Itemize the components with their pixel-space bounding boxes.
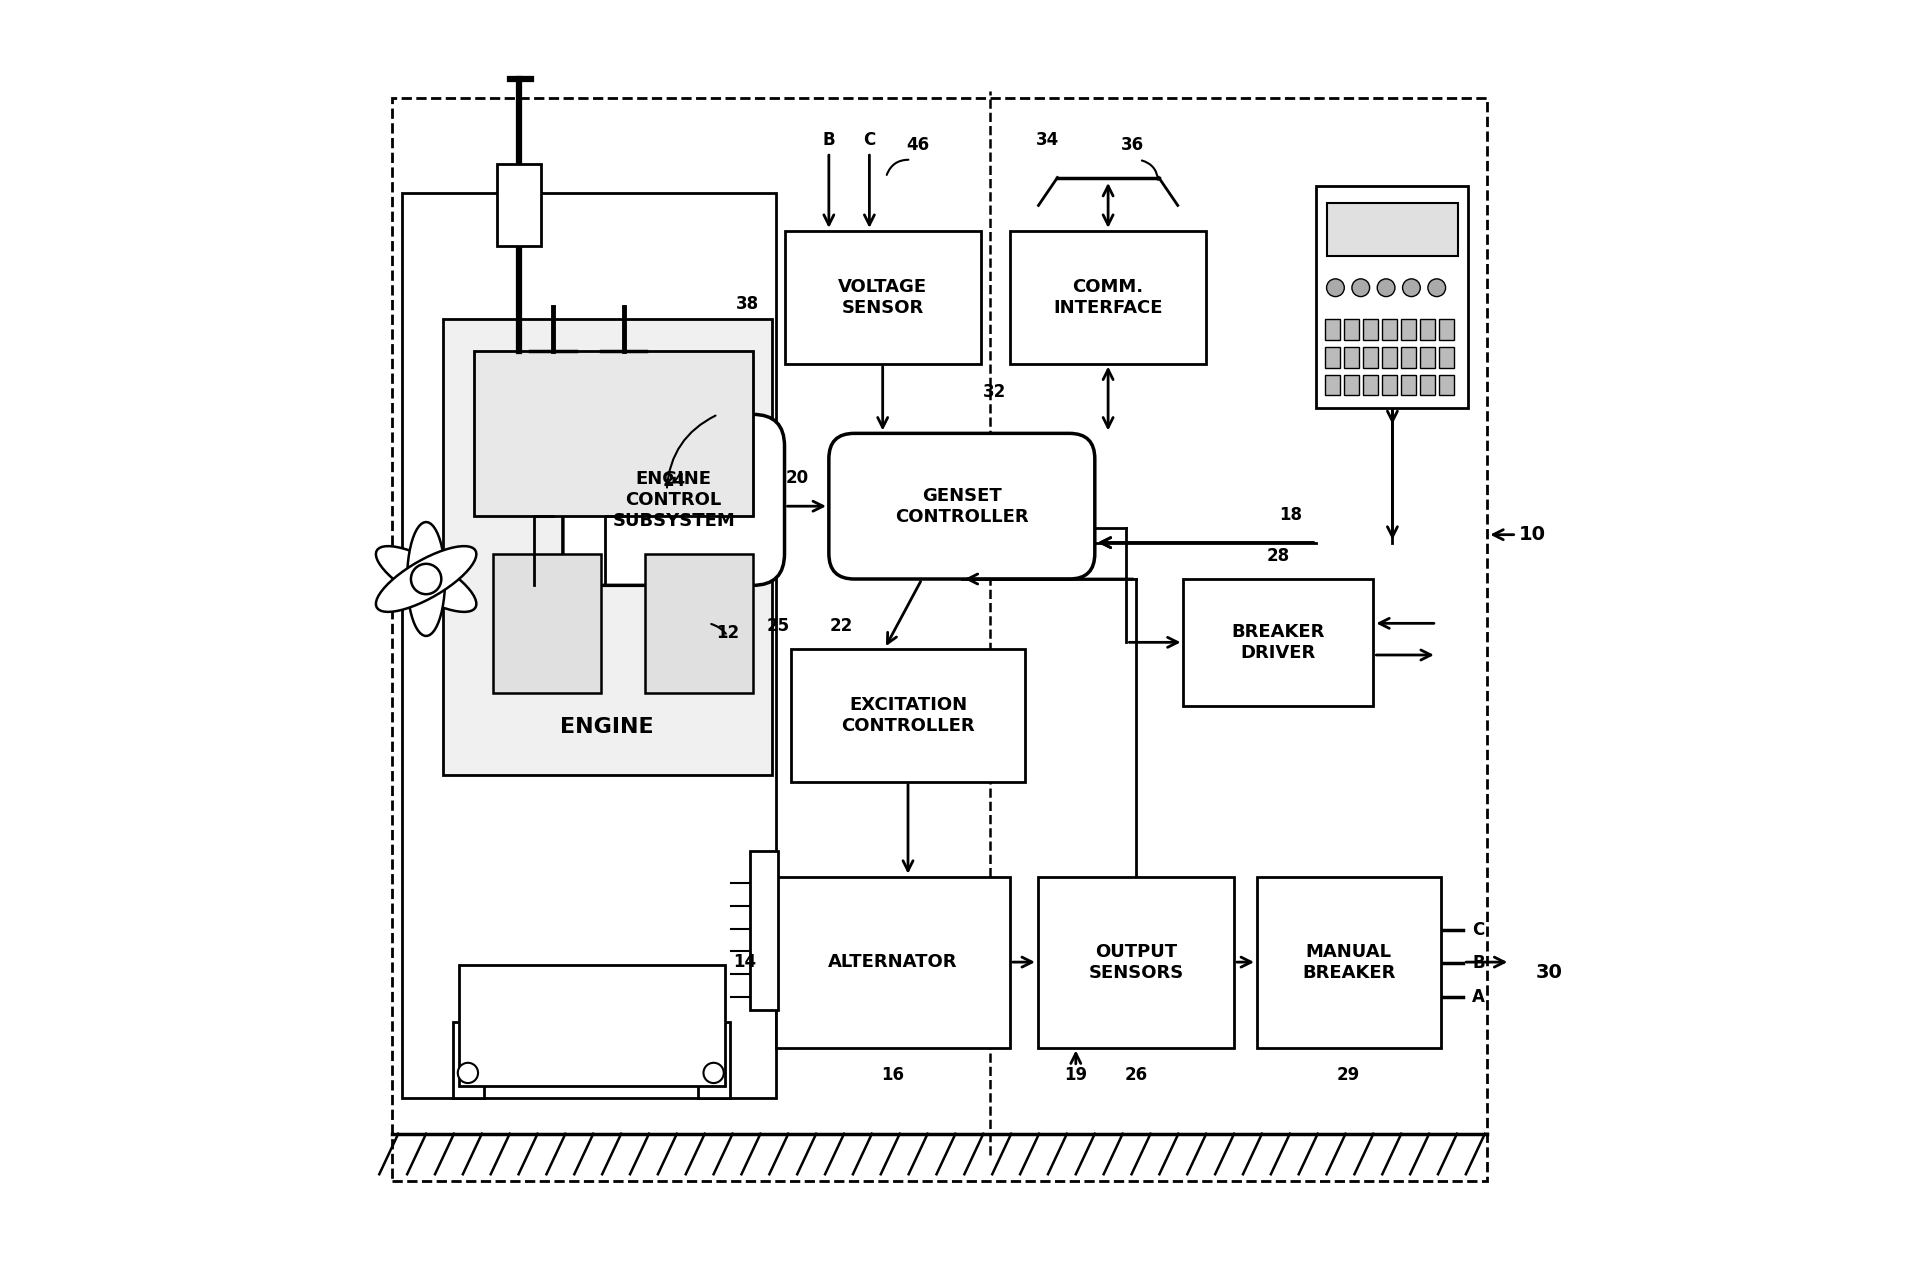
Text: 16: 16 <box>881 1066 904 1085</box>
Bar <box>1257 876 1441 1048</box>
Circle shape <box>703 1063 724 1082</box>
Bar <box>791 649 1024 781</box>
Text: 25: 25 <box>766 617 789 635</box>
Text: 10: 10 <box>1519 525 1546 544</box>
Text: COMM.
INTERFACE: COMM. INTERFACE <box>1053 277 1164 317</box>
Bar <box>1439 375 1454 396</box>
Bar <box>698 1023 730 1098</box>
Text: GENSET
CONTROLLER: GENSET CONTROLLER <box>894 487 1028 525</box>
Text: ENGINE: ENGINE <box>560 717 654 738</box>
Text: C: C <box>864 131 875 149</box>
Text: 20: 20 <box>785 469 808 487</box>
Bar <box>497 164 541 245</box>
Bar <box>1343 375 1359 396</box>
Circle shape <box>1428 279 1445 296</box>
Text: 22: 22 <box>829 617 852 635</box>
Bar <box>1326 375 1340 396</box>
Bar <box>1363 347 1378 368</box>
Bar <box>1439 347 1454 368</box>
Bar <box>1363 375 1378 396</box>
Text: B: B <box>822 131 835 149</box>
Bar <box>1382 319 1397 340</box>
Text: OUTPUT
SENSORS: OUTPUT SENSORS <box>1089 943 1183 982</box>
Text: 12: 12 <box>717 625 740 642</box>
Bar <box>1343 347 1359 368</box>
Bar <box>1183 579 1374 706</box>
Text: 14: 14 <box>734 953 757 971</box>
Bar <box>785 230 980 364</box>
Text: B: B <box>1471 954 1485 972</box>
Circle shape <box>411 563 441 594</box>
Bar <box>1363 319 1378 340</box>
Bar <box>646 553 753 693</box>
Bar <box>1382 375 1397 396</box>
Text: 26: 26 <box>1124 1066 1147 1085</box>
Bar <box>474 351 753 515</box>
Text: VOLTAGE
SENSOR: VOLTAGE SENSOR <box>839 277 927 317</box>
Text: 19: 19 <box>1064 1066 1087 1085</box>
Bar <box>1401 375 1416 396</box>
Text: 46: 46 <box>906 136 929 154</box>
Text: ALTERNATOR: ALTERNATOR <box>827 953 957 971</box>
Text: 28: 28 <box>1267 547 1290 565</box>
Circle shape <box>1403 279 1420 296</box>
Bar <box>1420 347 1435 368</box>
Text: 30: 30 <box>1536 963 1563 982</box>
Text: MANUAL
BREAKER: MANUAL BREAKER <box>1301 943 1395 982</box>
Text: 34: 34 <box>1036 131 1059 149</box>
Circle shape <box>459 1063 478 1082</box>
Bar <box>443 319 772 776</box>
Bar <box>1009 230 1206 364</box>
Bar <box>401 193 776 1098</box>
Circle shape <box>1351 279 1370 296</box>
Bar <box>1439 319 1454 340</box>
Bar <box>493 553 600 693</box>
Polygon shape <box>376 546 476 612</box>
Text: 18: 18 <box>1280 506 1303 524</box>
Bar <box>776 876 1009 1048</box>
Text: 38: 38 <box>736 295 759 313</box>
Bar <box>453 1023 483 1098</box>
Text: 36: 36 <box>1122 136 1145 154</box>
Text: A: A <box>1471 988 1485 1006</box>
Bar <box>1401 319 1416 340</box>
Bar <box>1343 319 1359 340</box>
Text: 24: 24 <box>663 472 686 491</box>
Text: ENGINE
CONTROL
SUBSYSTEM: ENGINE CONTROL SUBSYSTEM <box>612 471 736 529</box>
Bar <box>392 98 1487 1180</box>
Circle shape <box>1378 279 1395 296</box>
Text: 29: 29 <box>1338 1066 1361 1085</box>
Bar <box>1382 347 1397 368</box>
Polygon shape <box>376 546 476 612</box>
Text: EXCITATION
CONTROLLER: EXCITATION CONTROLLER <box>841 696 975 734</box>
Text: 32: 32 <box>982 383 1007 401</box>
Circle shape <box>1326 279 1343 296</box>
Text: BREAKER
DRIVER: BREAKER DRIVER <box>1233 623 1324 661</box>
FancyBboxPatch shape <box>829 434 1095 579</box>
Bar <box>1326 319 1340 340</box>
Bar <box>751 851 778 1010</box>
FancyBboxPatch shape <box>564 415 785 585</box>
Text: C: C <box>1471 921 1485 939</box>
Bar <box>459 965 724 1085</box>
Bar <box>1317 187 1468 408</box>
Polygon shape <box>407 522 445 636</box>
Bar <box>1326 202 1458 256</box>
Bar <box>1401 347 1416 368</box>
Bar <box>1420 375 1435 396</box>
Bar <box>1420 319 1435 340</box>
Bar <box>1326 347 1340 368</box>
Bar <box>1038 876 1235 1048</box>
